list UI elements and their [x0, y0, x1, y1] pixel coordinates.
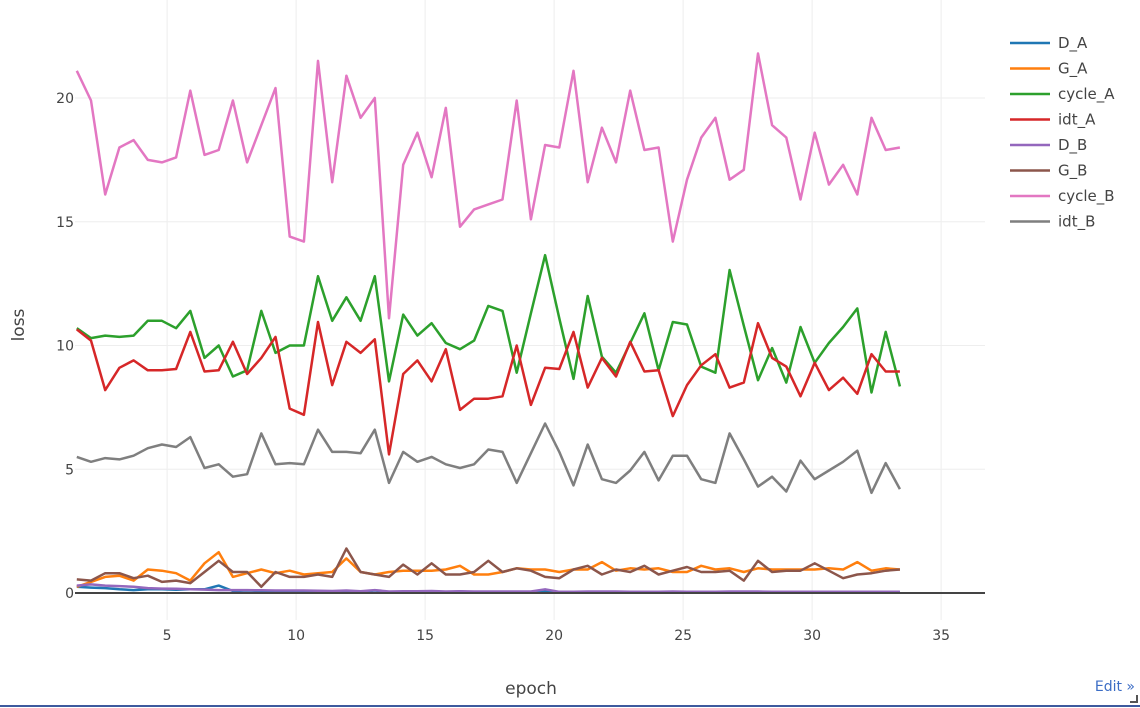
- series-lines: [75, 52, 985, 595]
- x-tick-label: 5: [163, 628, 172, 644]
- legend-item-D_A[interactable]: D_A: [1010, 34, 1088, 53]
- legend-item-idt_A[interactable]: idt_A: [1010, 111, 1096, 130]
- series-line-idt_A: [76, 320, 900, 456]
- x-tick-label: 35: [932, 628, 950, 644]
- x-axis-ticks: 5 10 15 20 25 30 35: [163, 628, 950, 644]
- x-tick-label: 10: [287, 628, 305, 644]
- legend: D_A G_A cycle_A idt_A D_B G_B cycle_B idt_B: [1010, 34, 1115, 232]
- y-tick-label: 20: [56, 91, 74, 107]
- legend-item-G_A[interactable]: G_A: [1010, 60, 1088, 79]
- series-line-idt_B: [76, 422, 901, 495]
- legend-item-G_B[interactable]: G_B: [1010, 162, 1087, 181]
- resize-handle-icon[interactable]: [1130, 695, 1138, 703]
- y-tick-label: 5: [65, 462, 74, 478]
- series-line-cycle_A: [76, 253, 902, 394]
- y-tick-label: 15: [56, 215, 74, 231]
- y-tick-label: 10: [56, 339, 74, 355]
- grid: [75, 0, 985, 620]
- legend-label: idt_B: [1058, 213, 1095, 232]
- y-axis-title: loss: [9, 308, 29, 341]
- legend-label: D_A: [1058, 34, 1088, 53]
- series-line-D_B: [76, 583, 900, 594]
- x-tick-label: 15: [416, 628, 434, 644]
- legend-item-D_B[interactable]: D_B: [1010, 136, 1087, 155]
- legend-label: idt_A: [1058, 111, 1096, 130]
- legend-label: cycle_A: [1058, 85, 1115, 104]
- series-line-G_A: [76, 550, 901, 588]
- y-axis-ticks: 0 5 10 15 20: [56, 91, 74, 602]
- legend-label: G_B: [1058, 162, 1087, 181]
- x-axis-title: epoch: [505, 679, 557, 699]
- x-tick-label: 25: [674, 628, 692, 644]
- legend-item-cycle_A[interactable]: cycle_A: [1010, 85, 1115, 104]
- legend-item-cycle_B[interactable]: cycle_B: [1010, 187, 1115, 206]
- legend-label: cycle_B: [1058, 187, 1115, 206]
- series-line-cycle_B: [75, 52, 901, 320]
- edit-link[interactable]: Edit »: [1094, 679, 1135, 695]
- legend-item-idt_B[interactable]: idt_B: [1010, 213, 1095, 232]
- legend-label: D_B: [1058, 136, 1087, 155]
- x-tick-label: 20: [545, 628, 563, 644]
- legend-label: G_A: [1058, 60, 1088, 79]
- series-line-G_B: [76, 547, 901, 589]
- y-tick-label: 0: [65, 586, 74, 602]
- bottom-divider: [0, 705, 1140, 707]
- x-tick-label: 30: [803, 628, 821, 644]
